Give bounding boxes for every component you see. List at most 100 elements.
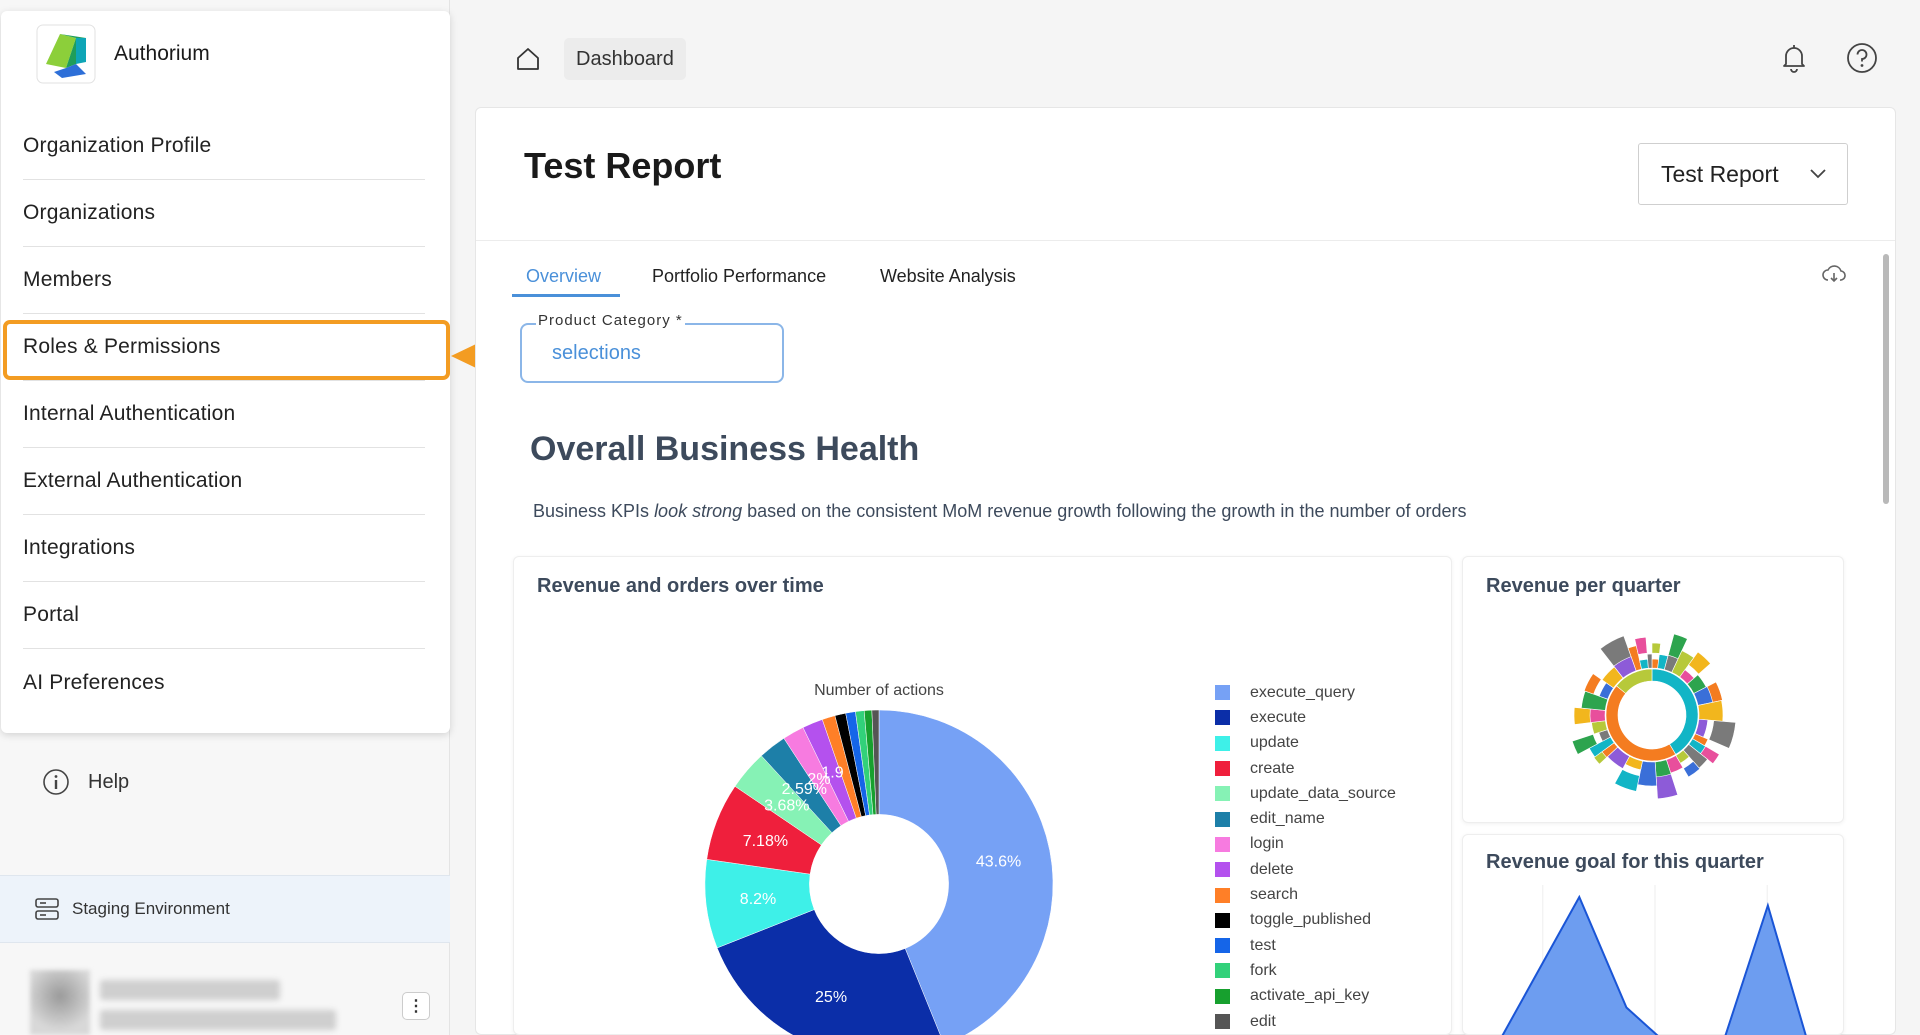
- legend-item[interactable]: execute_query: [1215, 680, 1396, 705]
- pie-data-label: 2%: [807, 771, 830, 788]
- revenue-goal-area-chart: [1501, 885, 1807, 1035]
- pie-chart-title: Number of actions: [814, 682, 944, 699]
- legend-swatch: [1215, 1014, 1230, 1029]
- sunburst-outer-segment: [1683, 760, 1701, 778]
- sidebar-item-label: External Authentication: [23, 469, 243, 492]
- legend-item[interactable]: edit_name: [1215, 806, 1396, 831]
- sidebar-item-members[interactable]: Members: [23, 247, 425, 314]
- legend-item[interactable]: fork: [1215, 958, 1396, 983]
- sunburst-outer-segment: [1646, 653, 1653, 669]
- legend-swatch: [1215, 912, 1230, 928]
- sidebar-item-integrations[interactable]: Integrations: [23, 515, 425, 582]
- sidebar-item-label: Organizations: [23, 201, 156, 224]
- legend-label: execute: [1250, 708, 1307, 726]
- help-icon[interactable]: [1846, 42, 1878, 74]
- highlight-box: [3, 320, 450, 380]
- pie-data-label: 43.6%: [976, 854, 1021, 871]
- pie-data-label: 3.68%: [764, 797, 809, 814]
- section-title: Overall Business Health: [530, 430, 920, 468]
- sunburst-outer-segment: [1583, 673, 1602, 695]
- user-profile[interactable]: ⋮: [0, 944, 450, 1035]
- pie-data-label: 25%: [815, 989, 847, 1006]
- pie-data-label: 1.9: [821, 764, 843, 781]
- legend-item[interactable]: update_data_source: [1215, 781, 1396, 806]
- legend-label: fork: [1250, 961, 1277, 979]
- tab-label: Overview: [526, 266, 602, 286]
- legend-label: activate_api_key: [1250, 987, 1370, 1005]
- sidebar-item-label: Portal: [23, 603, 80, 626]
- legend-label: toggle_published: [1250, 911, 1371, 929]
- sidebar-item-internal-authentication[interactable]: Internal Authentication: [23, 381, 425, 448]
- sunburst-outer-segment: [1708, 720, 1736, 749]
- section-description-text: based on the consistent MoM revenue grow…: [742, 501, 1467, 521]
- breadcrumb-dashboard[interactable]: Dashboard: [564, 38, 686, 80]
- legend-item[interactable]: update: [1215, 731, 1396, 756]
- sidebar-item-label: AI Preferences: [23, 670, 165, 694]
- pie-slice-execute-query: [878, 709, 1054, 1035]
- sunburst-outer-segment: [1573, 707, 1591, 725]
- revenue-sunburst-chart: [1571, 633, 1736, 800]
- sidebar-item-label: Internal Authentication: [23, 402, 236, 425]
- legend-item[interactable]: test: [1215, 933, 1396, 958]
- sidebar-item-ai-preferences[interactable]: AI Preferences: [23, 649, 425, 716]
- sidebar-item-organizations[interactable]: Organizations: [23, 180, 425, 247]
- product-category-value: selections: [552, 342, 641, 364]
- user-menu-button[interactable]: ⋮: [402, 992, 430, 1020]
- sidebar-item-label: Roles & Permissions: [23, 335, 221, 358]
- environment-label: Staging Environment: [72, 899, 230, 918]
- legend-label: delete: [1250, 860, 1294, 878]
- cloud-download-icon[interactable]: [1822, 264, 1846, 286]
- legend-item[interactable]: search: [1215, 882, 1396, 907]
- legend-item[interactable]: create: [1215, 756, 1396, 781]
- active-tab-indicator: [512, 294, 620, 297]
- legend-item[interactable]: activate_api_key: [1215, 984, 1396, 1009]
- legend-item[interactable]: edit: [1215, 1009, 1396, 1034]
- scrollbar[interactable]: [1881, 242, 1891, 1035]
- legend-label: update_data_source: [1250, 784, 1396, 802]
- legend-item[interactable]: login: [1215, 832, 1396, 857]
- server-icon: [35, 898, 59, 920]
- scroll-thumb[interactable]: [1883, 254, 1889, 504]
- chevron-down-icon: [1810, 169, 1826, 179]
- legend-swatch: [1215, 988, 1230, 1004]
- tab-portfolio-performance[interactable]: Portfolio Performance: [652, 266, 826, 287]
- legend-item[interactable]: toggle_published: [1215, 908, 1396, 933]
- legend-swatch: [1215, 761, 1230, 777]
- sunburst-outer-segment: [1571, 733, 1598, 755]
- legend-label: create: [1250, 759, 1295, 777]
- card-title: Revenue goal for this quarter: [1486, 851, 1764, 873]
- legend-swatch: [1215, 786, 1230, 802]
- home-icon[interactable]: [515, 46, 541, 72]
- tab-website-analysis[interactable]: Website Analysis: [880, 266, 1016, 287]
- brand[interactable]: Authorium: [36, 24, 210, 84]
- sunburst-outer-segment: [1651, 642, 1661, 654]
- bell-icon[interactable]: [1778, 42, 1810, 74]
- tab-overview[interactable]: Overview: [526, 266, 601, 287]
- report-select[interactable]: Test Report: [1638, 143, 1848, 205]
- sidebar-item-organization-profile[interactable]: Organization Profile: [23, 113, 425, 180]
- sunburst-inner-segment: [1616, 668, 1653, 694]
- authorium-logo-icon: [36, 24, 96, 84]
- pie-data-label: 2.59%: [782, 781, 827, 798]
- product-category-label: Product Category *: [536, 312, 685, 329]
- section-description-emphasis: look strong: [654, 501, 743, 521]
- legend-label: edit_name: [1250, 810, 1325, 828]
- card-title: Revenue and orders over time: [537, 575, 824, 597]
- pie-data-label: 7.18%: [743, 833, 788, 850]
- legend-label: search: [1250, 886, 1299, 904]
- info-icon: [43, 769, 69, 795]
- sidebar-item-external-authentication[interactable]: External Authentication: [23, 448, 425, 515]
- help-link[interactable]: Help: [42, 768, 129, 796]
- sidebar-item-roles-permissions[interactable]: Roles & Permissions: [23, 314, 425, 381]
- sidebar-item-portal[interactable]: Portal: [23, 582, 425, 649]
- page-title: Test Report: [524, 145, 722, 186]
- legend-item[interactable]: delete: [1215, 857, 1396, 882]
- environment-indicator[interactable]: Staging Environment: [0, 875, 450, 943]
- legend-item[interactable]: execute: [1215, 705, 1396, 730]
- legend-swatch: [1215, 735, 1230, 751]
- legend-swatch: [1215, 887, 1230, 903]
- sidebar-item-label: Organization Profile: [23, 134, 212, 157]
- divider: [476, 240, 1895, 241]
- user-email-blurred: [100, 1010, 336, 1030]
